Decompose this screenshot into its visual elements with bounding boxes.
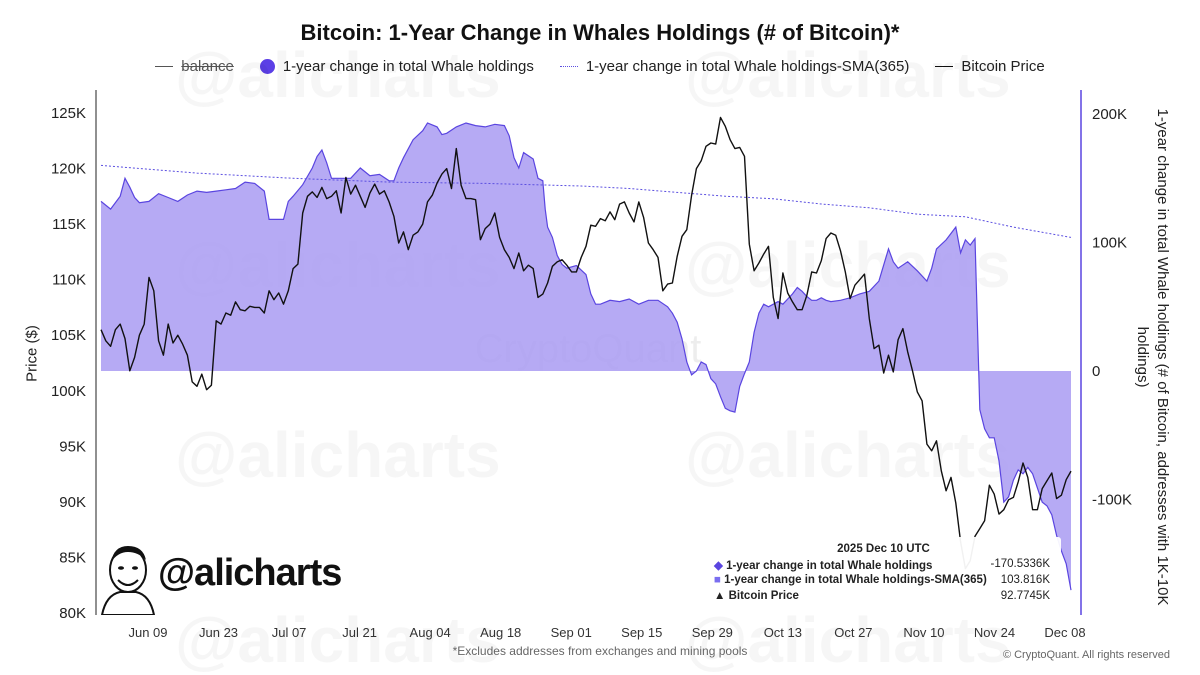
tooltip-value-whale: -170.5336K [990, 558, 1050, 570]
tooltip-row: ▲ Bitcoin Price 92.7745K [714, 590, 1054, 605]
y-right-tick-label: -100K [1092, 492, 1132, 509]
x-tick-label: Sep 29 [692, 625, 733, 640]
legend-price-label: Bitcoin Price [961, 58, 1045, 75]
tooltip-value-price: 92.7745K [1000, 590, 1050, 602]
legend-item-whale-change[interactable]: 1-year change in total Whale holdings [259, 58, 534, 75]
y-left-tick-label: 90K [59, 494, 86, 511]
avatar-icon [100, 546, 156, 616]
watermark-handle: @alicharts [175, 39, 501, 111]
x-tick-label: Sep 01 [551, 625, 592, 640]
tooltip-date: 2025 Dec 10 UTC [837, 543, 930, 555]
legend-balance-label: balance [181, 58, 234, 75]
x-tick-label: Aug 18 [480, 625, 521, 640]
y-axis-left-label: Price ($) [23, 325, 41, 382]
legend-item-sma[interactable]: 1-year change in total Whale holdings-SM… [559, 58, 910, 75]
y-right-tick-label: 100K [1092, 235, 1127, 252]
diamond-icon: ◆ [714, 560, 723, 572]
y-left-tick-label: 95K [59, 438, 86, 455]
tooltip: 2025 Dec 10 UTC ◆ 1-year change in total… [706, 537, 1061, 607]
footer-note: *Excludes addresses from exchanges and m… [452, 644, 748, 658]
watermark-handle: @alicharts [175, 419, 501, 491]
y-left-tick-label: 125K [51, 105, 86, 122]
x-tick-label: Nov 24 [974, 625, 1015, 640]
plot-area [100, 116, 1072, 591]
y-left-tick-label: 80K [59, 605, 86, 622]
black-line-icon [935, 66, 954, 67]
y-left-tick-label: 115K [52, 216, 86, 233]
tooltip-name-sma: 1-year change in total Whale holdings-SM… [724, 574, 987, 586]
y-left-tick-label: 110K [52, 272, 86, 289]
purple-dot-icon [259, 59, 275, 74]
x-tick-label: Jul 21 [342, 625, 377, 640]
axes: 80K 85K 90K 95K 100K 105K 110K 115K 120K 125K -100… [51, 90, 1171, 640]
y-right-tick-label: 0 [1092, 363, 1100, 380]
x-tick-label: Jun 23 [199, 625, 238, 640]
triangle-icon: ▲ [714, 590, 726, 602]
tooltip-row-name: ◆ 1-year change in total Whale holdings [714, 558, 932, 572]
tooltip-value-sma: 103.816K [1000, 574, 1050, 586]
tooltip-name-price: Bitcoin Price [728, 590, 799, 602]
tooltip-row: ■ 1-year change in total Whale holdings-… [714, 574, 1054, 589]
dotted-line-icon [559, 66, 578, 67]
alicharts-logo: @alicharts [98, 540, 348, 616]
legend-sma-label: 1-year change in total Whale holdings-SM… [585, 58, 910, 75]
legend-item-price[interactable]: Bitcoin Price [935, 58, 1045, 75]
x-tick-label: Sep 15 [621, 625, 662, 640]
copyright: © CryptoQuant. All rights reserved [1002, 649, 1170, 661]
x-tick-label: Jul 07 [272, 625, 307, 640]
legend: balance 1-year change in total Whale hol… [0, 58, 1200, 75]
chart-title: Bitcoin: 1-Year Change in Whales Holding… [300, 20, 900, 45]
tooltip-row-name: ▲ Bitcoin Price [714, 590, 799, 602]
y-left-tick-label: 85K [59, 549, 86, 566]
y-left-tick-label: 120K [51, 161, 86, 178]
y-left-tick-label: 100K [51, 383, 86, 400]
y-right-tick-label: 200K [1092, 106, 1127, 123]
legend-whale-change-label: 1-year change in total Whale holdings [282, 58, 534, 75]
whale-change-area [101, 123, 1071, 591]
x-tick-label: Dec 08 [1044, 625, 1085, 640]
legend-item-balance[interactable]: balance [155, 58, 234, 75]
tooltip-name-whale: 1-year change in total Whale holdings [726, 560, 933, 572]
x-tick-label: Aug 04 [410, 625, 451, 640]
x-tick-label: Nov 10 [903, 625, 944, 640]
tooltip-row: ◆ 1-year change in total Whale holdings … [714, 558, 1054, 573]
x-tick-label: Oct 27 [834, 625, 872, 640]
x-tick-label: Jun 09 [128, 625, 167, 640]
watermark-handle: @alicharts [685, 39, 1011, 111]
square-icon: ■ [714, 574, 721, 586]
tooltip-row-name: ■ 1-year change in total Whale holdings-… [714, 574, 987, 586]
logo-handle: @alicharts [158, 552, 342, 594]
balance-line-icon [155, 66, 174, 67]
price-line [100, 116, 1072, 570]
x-tick-label: Oct 13 [764, 625, 802, 640]
whale-change-line [100, 122, 1072, 591]
y-axis-right-label: 1-year change in total Whale holdings (#… [1134, 109, 1171, 606]
watermark-handle: @alicharts [685, 419, 1011, 491]
y-left-tick-label: 105K [51, 327, 86, 344]
sma-line [100, 164, 1072, 238]
